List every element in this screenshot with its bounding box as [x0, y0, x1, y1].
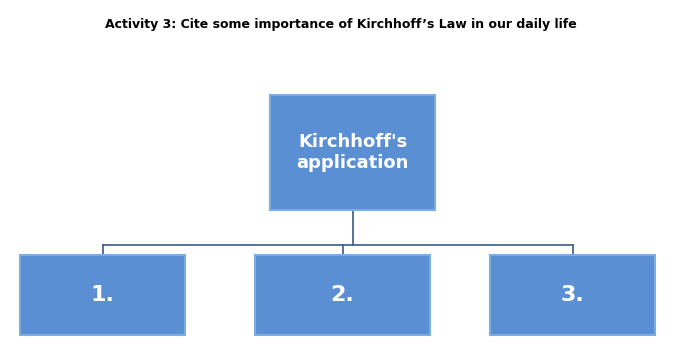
Text: 3.: 3. — [561, 285, 584, 305]
Text: 2.: 2. — [331, 285, 355, 305]
Text: Activity 3: Cite some importance of Kirchhoff’s Law in our daily life: Activity 3: Cite some importance of Kirc… — [105, 18, 577, 31]
Text: 1.: 1. — [91, 285, 115, 305]
FancyBboxPatch shape — [255, 255, 430, 335]
FancyBboxPatch shape — [490, 255, 655, 335]
FancyBboxPatch shape — [270, 95, 435, 210]
Text: Kirchhoff's
application: Kirchhoff's application — [296, 133, 409, 172]
FancyBboxPatch shape — [20, 255, 185, 335]
